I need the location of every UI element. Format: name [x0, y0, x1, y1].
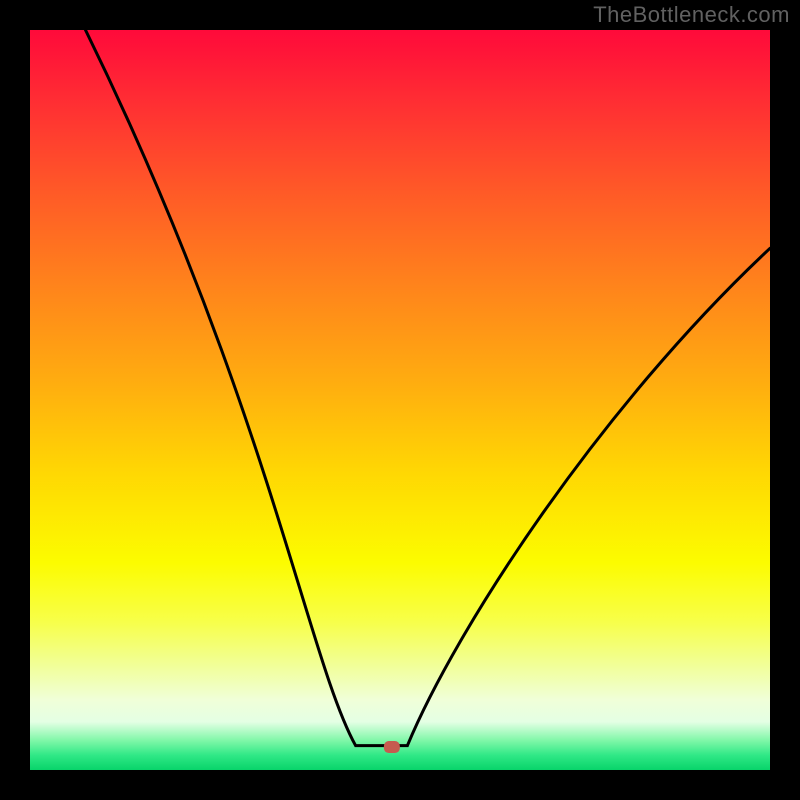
- plot-area: [30, 30, 770, 770]
- notch-marker: [384, 741, 400, 753]
- watermark-text: TheBottleneck.com: [593, 2, 790, 28]
- chart-container: TheBottleneck.com: [0, 0, 800, 800]
- chart-svg: [0, 0, 800, 800]
